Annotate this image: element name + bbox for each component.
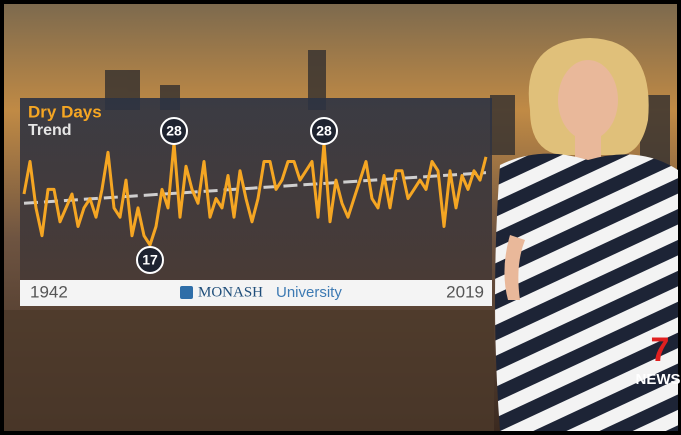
- city-foreground: [4, 310, 494, 431]
- annotation-label: 28: [316, 123, 332, 139]
- chart-subtitle: Trend: [28, 122, 72, 139]
- channel-name: NEWS: [636, 371, 681, 388]
- sponsor-name: MONASH: [198, 284, 263, 300]
- sponsor-icon: [180, 286, 193, 299]
- x-tick-label: 1942: [30, 282, 68, 301]
- broadcast-frame: 7 NEWS Dry Days Trend MONASH University …: [0, 0, 681, 435]
- annotation-label: 17: [142, 252, 158, 268]
- x-tick-label: 2019: [446, 282, 484, 301]
- annotation-label: 28: [166, 123, 182, 139]
- chart-title: Dry Days: [28, 102, 102, 121]
- sponsor-suffix: University: [276, 284, 342, 301]
- channel-number: 7: [651, 331, 670, 369]
